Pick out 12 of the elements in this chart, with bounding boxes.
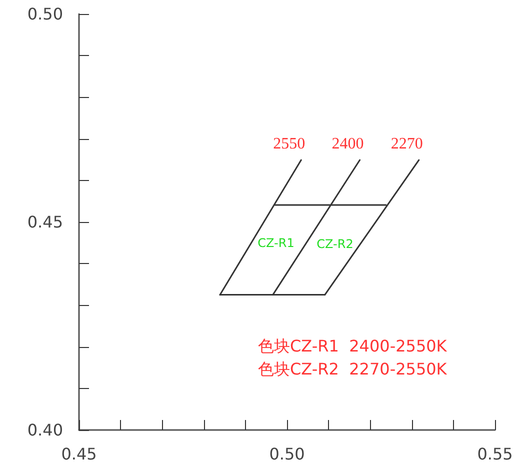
y-tick-label: 0.50: [27, 4, 63, 24]
y-tick-label: 0.45: [27, 212, 63, 232]
text: 0.50: [269, 444, 305, 464]
x-tick-label: 0.55: [477, 444, 513, 464]
annotation: CZ-R2: [316, 237, 354, 251]
annotation: CZ-R1: [258, 236, 294, 250]
y-tick-label: 0.40: [27, 420, 63, 440]
series-label: 2400: [332, 136, 364, 153]
annotation: 色块CZ-R1 2400-2550K: [258, 336, 448, 356]
series-label: 2270: [390, 136, 423, 153]
series-label: 2550: [273, 136, 306, 153]
annotation: 色块CZ-R2 2270-2550K: [258, 360, 448, 378]
